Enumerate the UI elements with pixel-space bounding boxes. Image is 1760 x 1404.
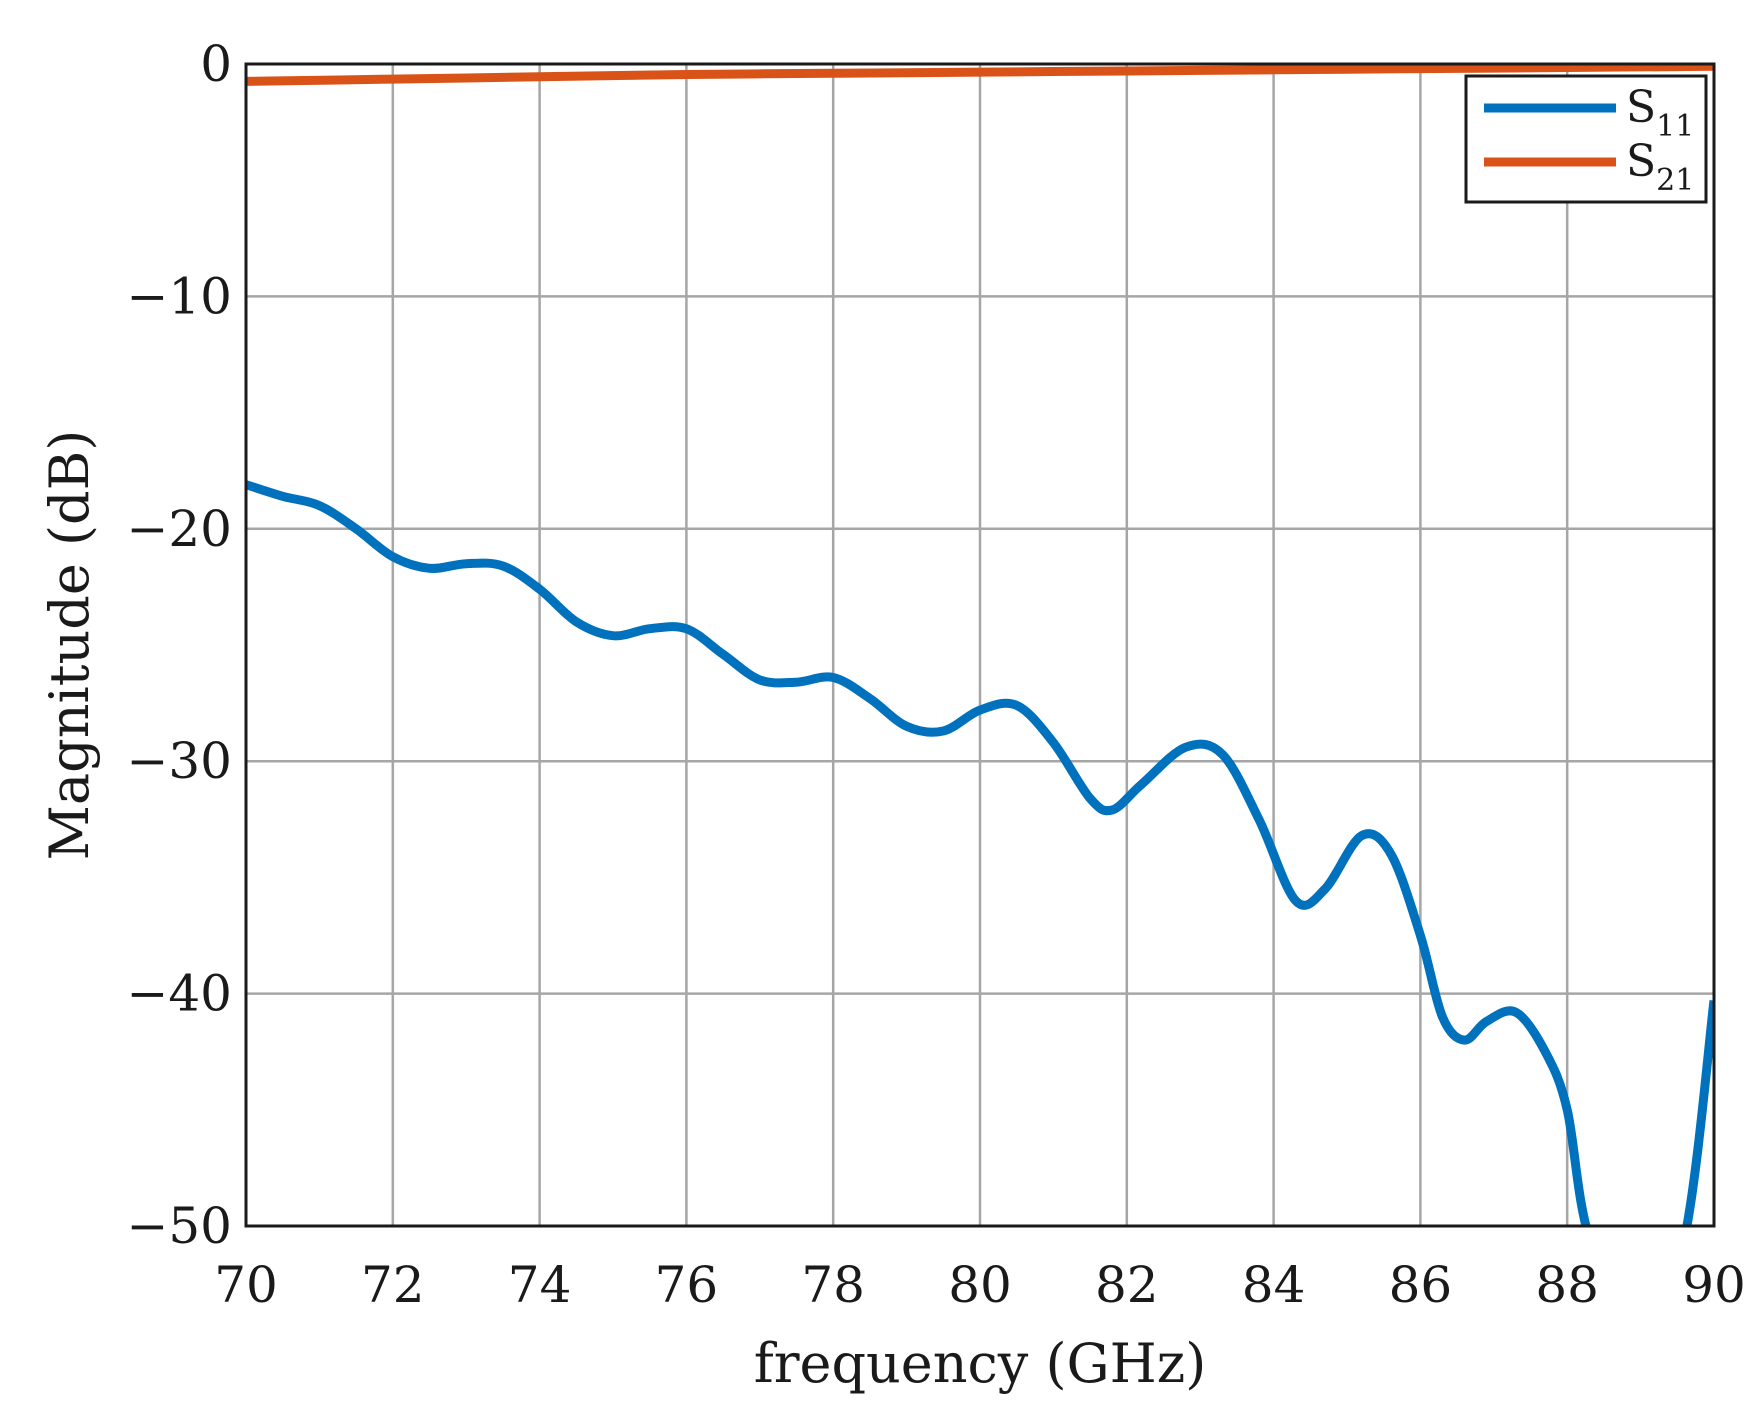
x-tick-label: 78 — [801, 1256, 865, 1314]
x-tick-label: 76 — [655, 1256, 719, 1314]
legend-box — [1464, 74, 1708, 204]
x-tick-label: 74 — [508, 1256, 572, 1314]
series-line-s11 — [246, 480, 1714, 1226]
y-axis-label: Magnitude (dB) — [38, 430, 101, 861]
y-tick-label: −20 — [126, 500, 232, 558]
y-tick-labels: 0 −10 −20 −30 −40 −50 — [126, 35, 232, 1255]
x-tick-label: 82 — [1095, 1256, 1159, 1314]
y-tick-label: −10 — [126, 267, 232, 325]
series-layer — [246, 64, 1714, 1226]
x-tick-label: 86 — [1389, 1256, 1453, 1314]
legend-label-s21: S21 — [1626, 136, 1694, 198]
x-tick-label: 90 — [1682, 1256, 1746, 1314]
x-axis-label: frequency (GHz) — [754, 1332, 1207, 1395]
x-tick-label: 84 — [1242, 1256, 1306, 1314]
y-tick-label: −50 — [126, 1197, 232, 1255]
legend-label-s11: S11 — [1626, 82, 1694, 144]
x-tick-label: 72 — [361, 1256, 425, 1314]
y-tick-label: 0 — [200, 35, 232, 93]
x-tick-label: 70 — [214, 1256, 278, 1314]
series-line-s21 — [246, 64, 1714, 86]
plot-frame — [244, 62, 1716, 1228]
y-tick-label: −40 — [126, 965, 232, 1023]
x-tick-label: 80 — [948, 1256, 1012, 1314]
x-tick-labels: 70 72 74 76 78 80 82 84 86 88 90 — [214, 1256, 1746, 1314]
x-tick-label: 88 — [1535, 1256, 1599, 1314]
y-tick-label: −30 — [126, 732, 232, 790]
